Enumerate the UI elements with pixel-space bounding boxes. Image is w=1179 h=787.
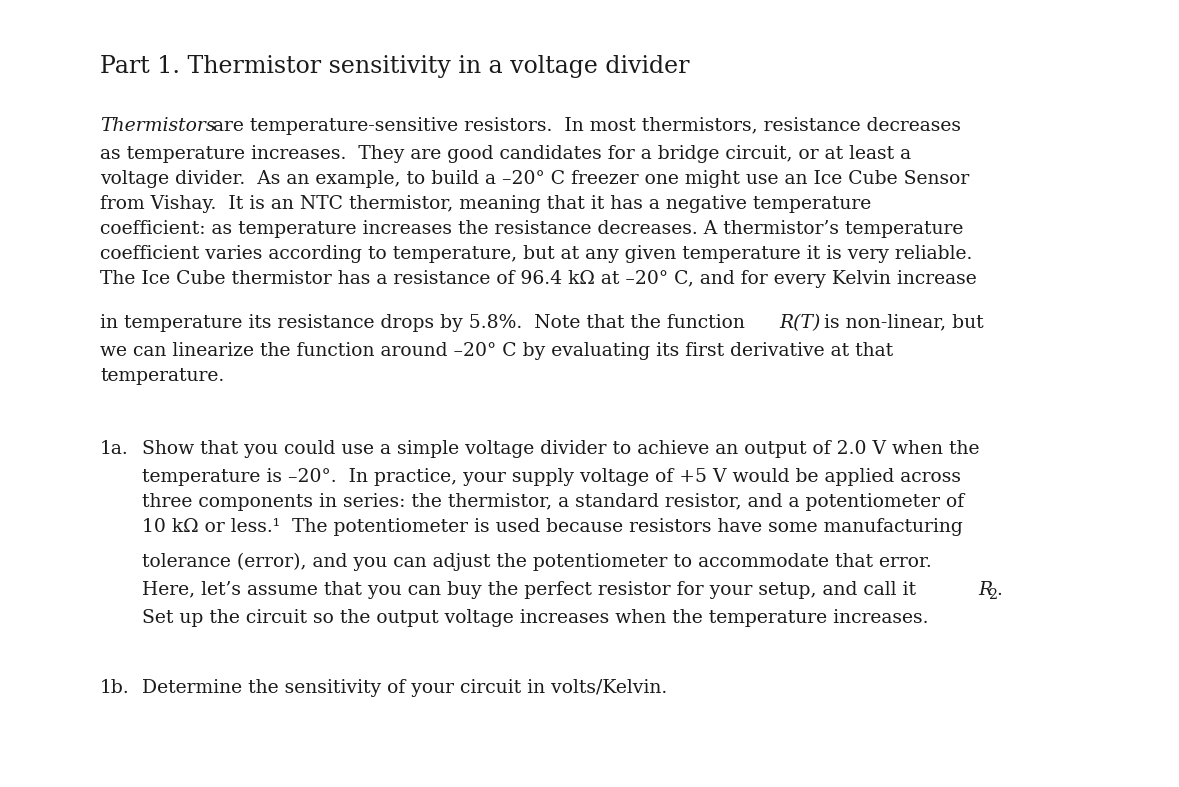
Text: as temperature increases.  They are good candidates for a bridge circuit, or at : as temperature increases. They are good …: [100, 145, 976, 288]
Text: .: .: [996, 581, 1002, 599]
Text: are temperature-sensitive resistors.  In most thermistors, resistance decreases: are temperature-sensitive resistors. In …: [208, 117, 961, 135]
Text: Set up the circuit so the output voltage increases when the temperature increase: Set up the circuit so the output voltage…: [141, 609, 929, 627]
Text: temperature is –20°.  In practice, your supply voltage of +5 V would be applied : temperature is –20°. In practice, your s…: [141, 468, 964, 537]
Text: Part 1. Thermistor sensitivity in a voltage divider: Part 1. Thermistor sensitivity in a volt…: [100, 55, 690, 78]
Text: 1a.: 1a.: [100, 440, 129, 458]
Text: is non-linear, but: is non-linear, but: [818, 314, 983, 332]
Text: Determine the sensitivity of your circuit in volts/Kelvin.: Determine the sensitivity of your circui…: [141, 679, 667, 697]
Text: 2: 2: [988, 588, 997, 602]
Text: R: R: [979, 581, 993, 599]
Text: Here, let’s assume that you can buy the perfect resistor for your setup, and cal: Here, let’s assume that you can buy the …: [141, 581, 922, 599]
Text: in temperature its resistance drops by 5.8%.  Note that the function: in temperature its resistance drops by 5…: [100, 314, 751, 332]
Text: we can linearize the function around –20° C by evaluating its first derivative a: we can linearize the function around –20…: [100, 342, 894, 385]
Text: tolerance (error), and you can adjust the potentiometer to accommodate that erro: tolerance (error), and you can adjust th…: [141, 552, 931, 571]
Text: Thermistors: Thermistors: [100, 117, 216, 135]
Text: R(T): R(T): [779, 314, 821, 332]
Text: Show that you could use a simple voltage divider to achieve an output of 2.0 V w: Show that you could use a simple voltage…: [141, 440, 980, 458]
Text: 1b.: 1b.: [100, 679, 130, 697]
